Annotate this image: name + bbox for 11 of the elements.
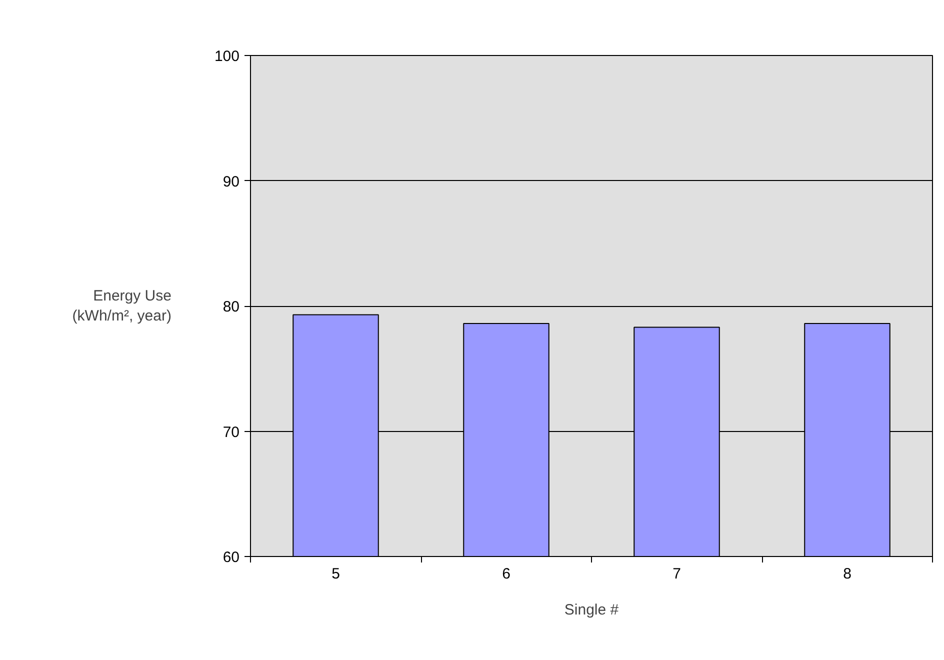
x-axis-title: Single # — [564, 602, 620, 618]
y-tick-label: 100 — [214, 48, 240, 65]
x-tick-label: 6 — [502, 566, 510, 582]
x-tick-label: 8 — [843, 566, 852, 582]
x-tick-label: 5 — [332, 566, 340, 582]
y-tick-label: 90 — [222, 173, 240, 190]
y-tick-label: 70 — [222, 424, 240, 441]
y-tick-label: 60 — [222, 549, 240, 566]
x-tick-label: 7 — [672, 566, 681, 582]
y-axis-title: Energy Use (kWh/m², year) — [72, 287, 172, 325]
y-tick-label: 80 — [222, 298, 240, 316]
